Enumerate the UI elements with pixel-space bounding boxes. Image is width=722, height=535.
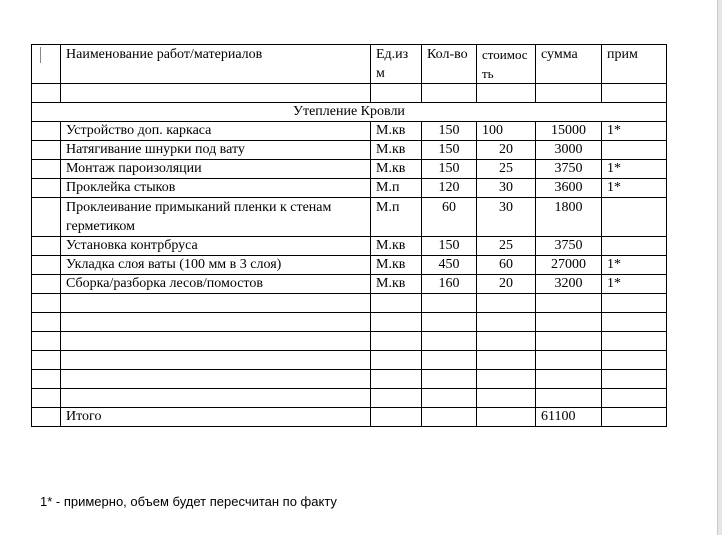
cell-unit: М.кв [370,140,422,160]
cell-sum: 3200 [535,274,602,294]
scrollbar[interactable] [717,0,722,535]
cell-unit: М.п [370,197,422,237]
cell-num [31,197,61,237]
cell-qty: 150 [421,140,477,160]
table-row: Сборка/разборка лесов/помостов М.кв 160 20 3… [31,274,667,294]
cell-note: 1* [601,255,667,275]
empty-row [31,83,667,103]
cell-num [31,140,61,160]
table-row: Натягивание шнурки под вату М.кв 150 20 3000 [31,140,667,160]
empty-row [31,350,667,370]
cell-name: Установка контрбруса [60,236,371,256]
estimate-table: Наименование работ/материалов Ед.изм Кол… [31,44,667,427]
cell-qty: 150 [421,121,477,141]
cell-sum: 3600 [535,178,602,198]
table-row: Укладка слоя ваты (100 мм в 3 слоя) М.кв 4… [31,255,667,275]
cell-sum: 3750 [535,159,602,179]
cell-num [31,159,61,179]
table-row: Установка контрбруса М.кв 150 25 3750 [31,236,667,256]
cell-unit: М.кв [370,121,422,141]
table-row: Монтаж пароизоляции М.кв 150 25 3750 1* [31,159,667,179]
cell-qty: 150 [421,236,477,256]
cell-qty: 150 [421,159,477,179]
cell-sum: 27000 [535,255,602,275]
header-num [31,44,61,84]
table-row: Проклейка стыков М.п 120 30 3600 1* [31,178,667,198]
table-row: Проклеивание примыканий пленки к стенам … [31,197,667,237]
cell-price: 60 [476,255,536,275]
cell-num [31,274,61,294]
empty-row [31,312,667,332]
section-row: Утепление Кровли [31,102,667,122]
cell-note: 1* [601,159,667,179]
cell-note: 1* [601,274,667,294]
cell-price: 20 [476,274,536,294]
empty-row [31,293,667,313]
cell-sum: 15000 [535,121,602,141]
cell-note: 1* [601,121,667,141]
cell-name: Сборка/разборка лесов/помостов [60,274,371,294]
cell-unit: М.п [370,178,422,198]
cell-price: 20 [476,140,536,160]
header-note: прим [601,44,667,84]
header-price: стоимость [476,44,536,84]
cell-qty: 450 [421,255,477,275]
table-row: Устройство доп. каркаса М.кв 150 100 15000 1* [31,121,667,141]
cell-qty: 120 [421,178,477,198]
cell-price: 25 [476,159,536,179]
total-label: Итого [60,407,371,427]
cell-name: Укладка слоя ваты (100 мм в 3 слоя) [60,255,371,275]
cell-note [601,197,667,237]
cell-price: 100 [476,121,536,141]
header-row: Наименование работ/материалов Ед.изм Кол… [31,44,667,84]
cell-qty: 160 [421,274,477,294]
cell-sum: 3750 [535,236,602,256]
cell-unit: М.кв [370,236,422,256]
cell-unit: М.кв [370,159,422,179]
cell-name: Проклеивание примыканий пленки к стенам … [60,197,371,237]
total-row: Итого 61100 [31,407,667,427]
cell-note: 1* [601,178,667,198]
empty-row [31,369,667,389]
cell-sum: 1800 [535,197,602,237]
cell-unit: М.кв [370,274,422,294]
header-sum: сумма [535,44,602,84]
cell-num [31,255,61,275]
cell-name: Проклейка стыков [60,178,371,198]
cell-note [601,140,667,160]
cell-num [31,178,61,198]
cell-unit: М.кв [370,255,422,275]
total-sum: 61100 [535,407,602,427]
cell-qty: 60 [421,197,477,237]
cell-name: Устройство доп. каркаса [60,121,371,141]
cell-note [601,236,667,256]
cell-num [31,236,61,256]
cell-sum: 3000 [535,140,602,160]
header-unit: Ед.изм [370,44,422,84]
cell-price: 30 [476,197,536,237]
footnote: 1* - примерно, объем будет пересчитан по… [40,494,337,509]
text-cursor [40,47,41,63]
cell-num [31,121,61,141]
empty-row [31,331,667,351]
cell-price: 25 [476,236,536,256]
cell-price: 30 [476,178,536,198]
cell-name: Монтаж пароизоляции [60,159,371,179]
header-name: Наименование работ/материалов [60,44,371,84]
header-qty: Кол-во [421,44,477,84]
cell-name: Натягивание шнурки под вату [60,140,371,160]
section-title: Утепление Кровли [31,102,667,122]
empty-row [31,388,667,408]
